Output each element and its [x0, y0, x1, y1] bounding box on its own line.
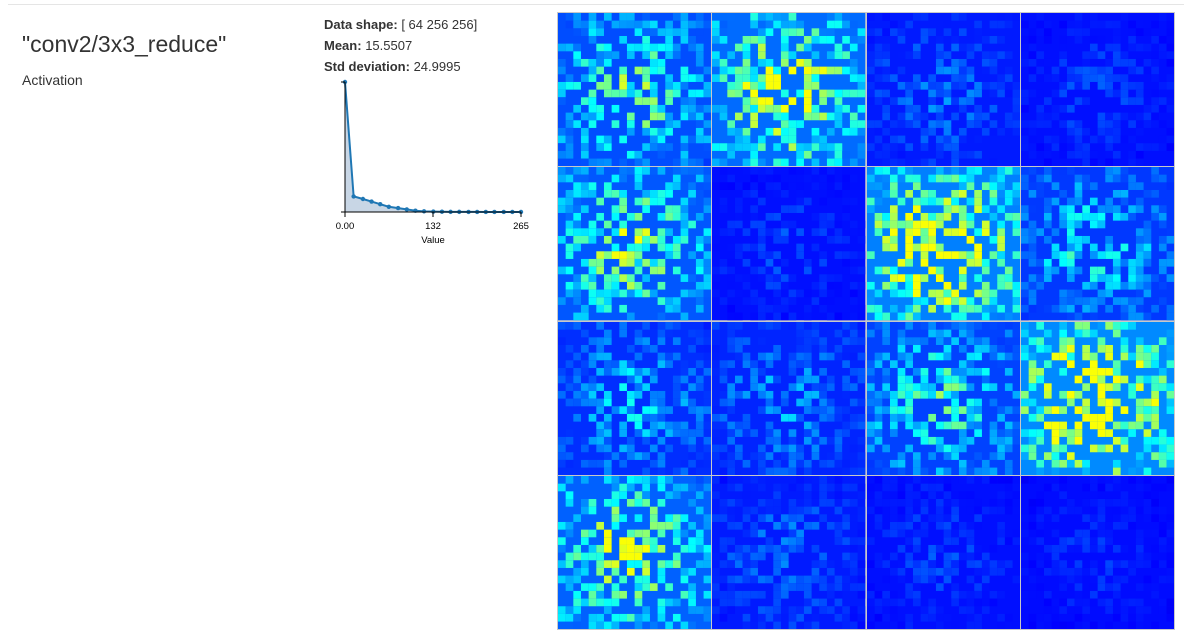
- feature-map-image: [712, 13, 865, 166]
- layer-name-title: "conv2/3x3_reduce": [22, 31, 226, 58]
- feature-map-image: [1021, 476, 1174, 629]
- feature-map-tile: [1021, 322, 1174, 475]
- x-tick-label: 0.00: [336, 221, 355, 232]
- top-divider: [8, 4, 1184, 5]
- histogram-point: [378, 202, 382, 206]
- std-label: Std deviation:: [324, 59, 410, 74]
- x-axis-label: Value: [421, 235, 445, 246]
- histogram-point: [396, 206, 400, 210]
- std-row: Std deviation: 24.9995: [324, 56, 477, 77]
- feature-map-tile: [558, 167, 711, 320]
- feature-map-tile: [867, 322, 1020, 475]
- feature-map-tile: [558, 476, 711, 629]
- data-shape-label: Data shape:: [324, 17, 398, 32]
- x-tick-label: 265: [513, 221, 529, 232]
- feature-map-image: [558, 322, 711, 475]
- value-histogram: 0.00 132 265 Value: [328, 78, 540, 250]
- histogram-point: [351, 194, 355, 198]
- mean-value: 15.5507: [365, 38, 412, 53]
- feature-map-tile: [712, 476, 865, 629]
- feature-map-tile: [558, 13, 711, 166]
- feature-map-tile: [867, 167, 1020, 320]
- mean-label: Mean:: [324, 38, 362, 53]
- feature-map-image: [558, 167, 711, 320]
- feature-map-tile: [1021, 476, 1174, 629]
- feature-map-image: [712, 476, 865, 629]
- feature-map-tile: [712, 322, 865, 475]
- feature-map-tile: [712, 13, 865, 166]
- feature-map-image: [712, 167, 865, 320]
- feature-map-image: [558, 13, 711, 166]
- feature-map-image: [1021, 322, 1174, 475]
- histogram-point: [405, 207, 409, 211]
- feature-map-tile: [1021, 167, 1174, 320]
- histogram-line: [345, 82, 521, 212]
- histogram-point: [361, 197, 365, 201]
- data-shape-value: [ 64 256 256]: [401, 17, 477, 32]
- x-tick-label: 132: [425, 221, 441, 232]
- feature-map-tile: [558, 322, 711, 475]
- feature-map-tile: [867, 476, 1020, 629]
- feature-map-image: [867, 13, 1020, 166]
- feature-map-image: [867, 322, 1020, 475]
- layer-stats: Data shape: [ 64 256 256] Mean: 15.5507 …: [324, 14, 477, 77]
- histogram-point: [422, 209, 426, 213]
- feature-map-image: [712, 322, 865, 475]
- feature-map-tile: [1021, 13, 1174, 166]
- histogram-point: [369, 199, 373, 203]
- layer-type-label: Activation: [22, 72, 83, 88]
- mean-row: Mean: 15.5507: [324, 35, 477, 56]
- feature-map-tile: [867, 13, 1020, 166]
- feature-map-image: [1021, 167, 1174, 320]
- feature-map-image: [867, 476, 1020, 629]
- histogram-point: [387, 205, 391, 209]
- feature-map-tile: [712, 167, 865, 320]
- histogram-area: [345, 82, 521, 212]
- data-shape-row: Data shape: [ 64 256 256]: [324, 14, 477, 35]
- feature-map-image: [867, 167, 1020, 320]
- std-value: 24.9995: [414, 59, 461, 74]
- feature-map-grid: [557, 12, 1175, 630]
- feature-map-image: [1021, 13, 1174, 166]
- feature-map-image: [558, 476, 711, 629]
